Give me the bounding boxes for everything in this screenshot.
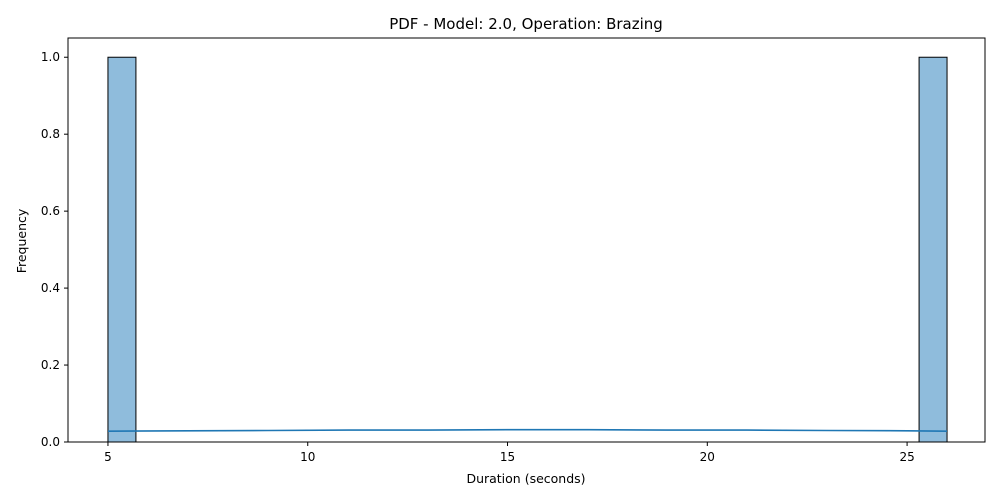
x-tick-label: 20 (700, 450, 715, 464)
kde-layer (107, 428, 948, 433)
y-tick-label: 0.2 (41, 358, 60, 372)
ticks-layer: 5 10 15 20 25 0.0 0.2 0.4 0.6 0.8 1.0 (41, 50, 915, 464)
histogram-bar-1 (107, 56, 137, 443)
y-tick-label: 0.0 (41, 435, 60, 449)
histogram-bar-2 (918, 56, 948, 443)
kde-line (107, 428, 948, 433)
x-tick-label: 15 (500, 450, 515, 464)
x-tick-label: 10 (300, 450, 315, 464)
axes-layer (67, 37, 986, 443)
y-axis-label: Frequency (14, 208, 29, 273)
bars-layer (107, 56, 948, 443)
chart-title: PDF - Model: 2.0, Operation: Brazing (389, 15, 663, 33)
y-tick-label: 0.4 (41, 281, 60, 295)
y-tick-label: 0.8 (41, 127, 60, 141)
x-tick-label: 25 (899, 450, 914, 464)
y-tick-label: 0.6 (41, 204, 60, 218)
plot-frame (67, 37, 986, 443)
x-axis-label: Duration (seconds) (466, 471, 585, 486)
y-tick-label: 1.0 (41, 50, 60, 64)
x-tick-label: 5 (104, 450, 112, 464)
